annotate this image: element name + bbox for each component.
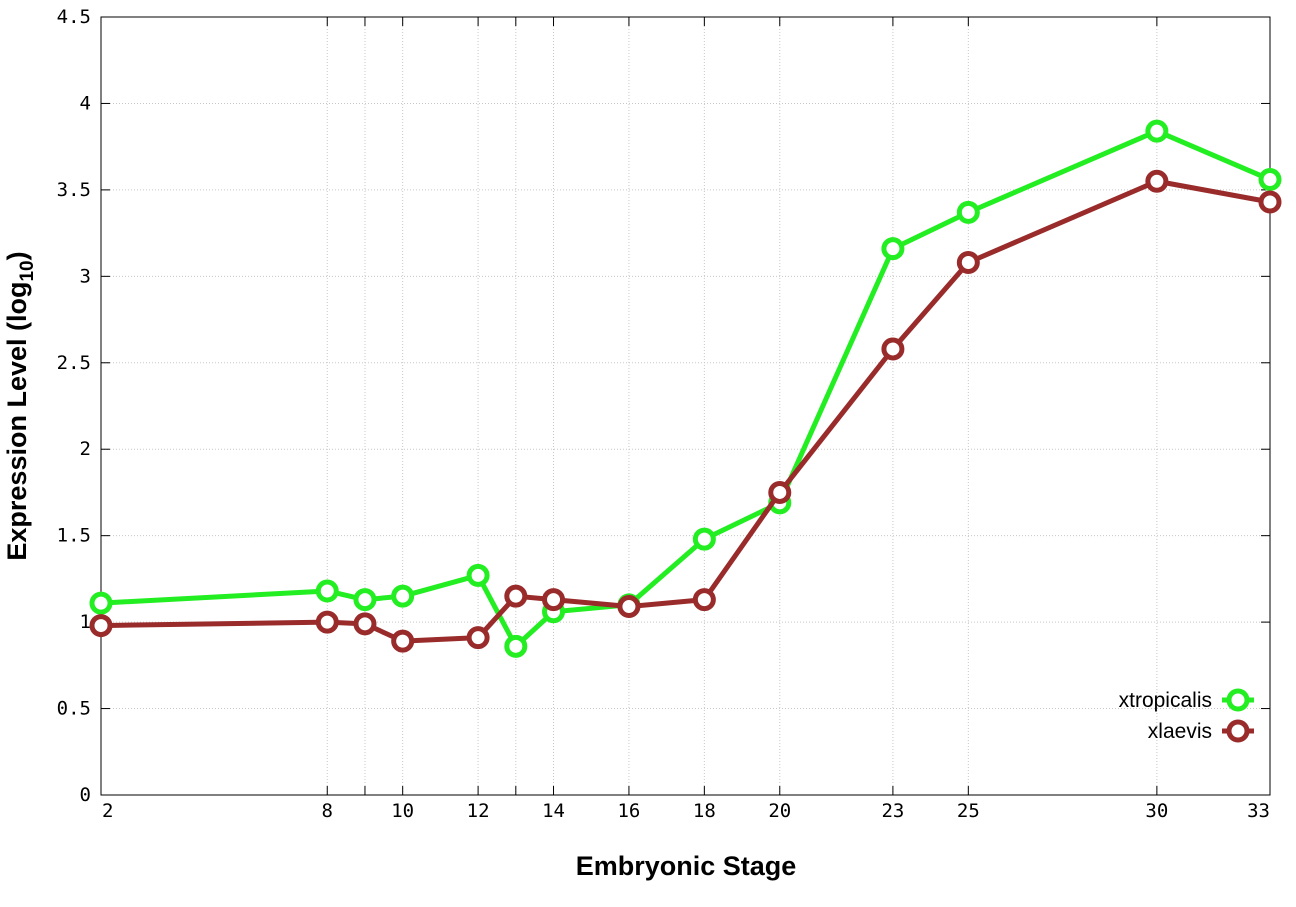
legend: xtropicalis xlaevis <box>1119 688 1254 743</box>
series-xtropicalis <box>89 119 1282 658</box>
data-point <box>1258 168 1282 192</box>
data-point <box>881 337 905 361</box>
y-tick-label: 3 <box>80 265 91 287</box>
data-point <box>353 612 377 636</box>
data-point <box>956 200 980 224</box>
data-point <box>956 251 980 275</box>
x-tick-label: 10 <box>391 800 414 822</box>
data-point <box>692 588 716 612</box>
series-line <box>100 178 1271 644</box>
x-tick-label: 23 <box>881 800 904 822</box>
y-axis-title: Expression Level (log10) <box>2 251 38 560</box>
y-tick-label: 2.5 <box>57 352 91 374</box>
y-tick-label: 3.5 <box>57 179 91 201</box>
grid <box>101 17 1270 795</box>
legend-item-xlaevis: xlaevis <box>1148 719 1254 743</box>
plot-area-frame <box>100 16 1271 796</box>
y-tick-label: 1 <box>80 611 91 633</box>
y-tick-label: 0 <box>80 784 91 806</box>
data-point <box>504 584 528 608</box>
data-point <box>353 588 377 612</box>
data-point <box>1258 190 1282 214</box>
data-point <box>466 563 490 587</box>
axis-ticks: 0 0.5 1 1.5 2 2.5 3 3.5 4 4.5 2 8 10 12 14 16 18 20 23 25 30… <box>57 6 1271 822</box>
data-point <box>692 527 716 551</box>
y-axis-title-subscript: 10 <box>17 260 38 281</box>
data-point <box>466 626 490 650</box>
x-tick-label: 25 <box>957 800 980 822</box>
x-tick-label: 16 <box>617 800 640 822</box>
x-tick-label: 33 <box>1247 800 1270 822</box>
x-axis-title: Embryonic Stage <box>576 851 797 881</box>
data-point <box>391 629 415 653</box>
data-point <box>315 610 339 634</box>
x-tick-label: 2 <box>102 800 113 822</box>
x-tick-label: 18 <box>693 800 716 822</box>
y-tick-label: 1.5 <box>57 525 91 547</box>
y-tick-label: 4 <box>80 92 91 114</box>
data-point <box>504 634 528 658</box>
data-point <box>315 579 339 603</box>
data-point <box>89 614 113 638</box>
x-tick-label: 20 <box>768 800 791 822</box>
legend-marker-swatch <box>1226 688 1250 712</box>
legend-label: xlaevis <box>1148 720 1212 743</box>
y-tick-label: 4.5 <box>57 6 91 28</box>
y-tick-label: 0.5 <box>57 698 91 720</box>
x-tick-label: 8 <box>322 800 333 822</box>
data-point <box>542 588 566 612</box>
series-group <box>89 119 1282 658</box>
data-point <box>768 480 792 504</box>
legend-marker-swatch <box>1226 719 1250 743</box>
legend-label: xtropicalis <box>1119 689 1212 712</box>
y-axis-title-main: Expression Level (log <box>2 282 32 561</box>
data-point <box>881 237 905 261</box>
y-axis-title-close: ) <box>2 251 32 260</box>
x-tick-label: 14 <box>542 800 565 822</box>
data-point <box>89 591 113 615</box>
data-point <box>1145 119 1169 143</box>
x-tick-label: 12 <box>467 800 490 822</box>
data-point <box>1145 169 1169 193</box>
y-tick-label: 2 <box>80 438 91 460</box>
data-point <box>391 584 415 608</box>
series-xlaevis <box>89 169 1282 653</box>
legend-item-xtropicalis: xtropicalis <box>1119 688 1254 712</box>
data-point <box>617 595 641 619</box>
x-tick-label: 30 <box>1145 800 1168 822</box>
